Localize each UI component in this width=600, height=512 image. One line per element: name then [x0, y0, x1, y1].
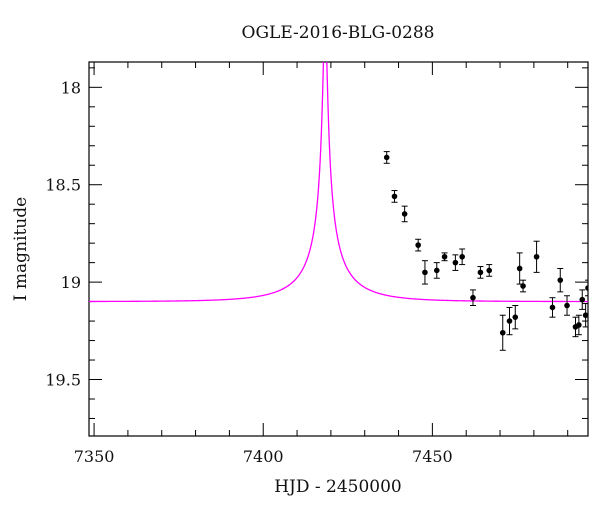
point-marker: [452, 259, 459, 266]
point-marker: [585, 285, 588, 291]
point-marker: [422, 269, 428, 276]
x-tick-label: 7450: [412, 447, 453, 466]
data-point: [520, 279, 527, 293]
y-tick-label: 19: [61, 273, 81, 292]
data-point: [512, 304, 519, 330]
point-marker: [433, 267, 440, 274]
data-point: [383, 151, 390, 164]
point-marker: [533, 253, 540, 260]
data-point: [421, 260, 428, 285]
data-point: [452, 254, 459, 271]
data-point: [564, 295, 571, 316]
data-point: [401, 205, 408, 223]
point-marker: [441, 253, 448, 260]
data-point: [486, 264, 493, 277]
point-marker: [499, 329, 506, 336]
chart-title: OGLE-2016-BLG-0288: [242, 23, 435, 43]
point-marker: [383, 154, 390, 161]
data-point: [579, 289, 586, 310]
x-tick-label: 7400: [243, 447, 284, 466]
point-marker: [391, 193, 398, 200]
data-points: [383, 151, 588, 351]
y-tick-label: 18.5: [45, 176, 81, 195]
point-marker: [470, 294, 476, 301]
data-point: [499, 314, 506, 351]
data-point: [391, 190, 398, 203]
data-point: [477, 266, 484, 279]
data-point: [441, 252, 448, 262]
point-marker: [512, 314, 519, 320]
point-marker: [549, 304, 556, 311]
data-point: [575, 314, 582, 336]
point-marker: [564, 302, 570, 309]
plot-frame: [88, 61, 589, 437]
data-point: [516, 252, 523, 285]
point-marker: [579, 296, 586, 303]
data-point: [415, 238, 422, 252]
axis-ticks: [89, 62, 588, 436]
point-marker: [520, 283, 526, 289]
model-curve: [89, 62, 588, 303]
point-marker: [576, 322, 582, 328]
x-axis-label: HJD - 2450000: [274, 477, 402, 497]
point-marker: [459, 253, 465, 260]
x-tick-label: 7350: [74, 447, 115, 466]
point-marker: [506, 318, 513, 324]
data-point: [506, 306, 513, 336]
data-point: [582, 303, 588, 328]
data-point: [557, 267, 564, 293]
y-tick-label: 19.5: [45, 371, 81, 390]
point-marker: [477, 269, 484, 276]
data-point: [433, 262, 440, 279]
point-marker: [415, 242, 421, 248]
tick-labels: 7350 7400 7450 18 18.5 19 19.5: [45, 78, 452, 466]
point-marker: [401, 211, 408, 217]
data-point: [469, 289, 476, 306]
y-axis-label: I magnitude: [11, 197, 31, 301]
data-point: [533, 240, 540, 273]
point-marker: [582, 312, 588, 319]
data-point: [585, 279, 588, 297]
y-tick-label: 18: [61, 78, 81, 97]
point-marker: [516, 265, 523, 272]
data-point: [549, 297, 556, 318]
data-point: [459, 248, 466, 266]
point-marker: [486, 267, 493, 274]
point-marker: [557, 277, 564, 283]
